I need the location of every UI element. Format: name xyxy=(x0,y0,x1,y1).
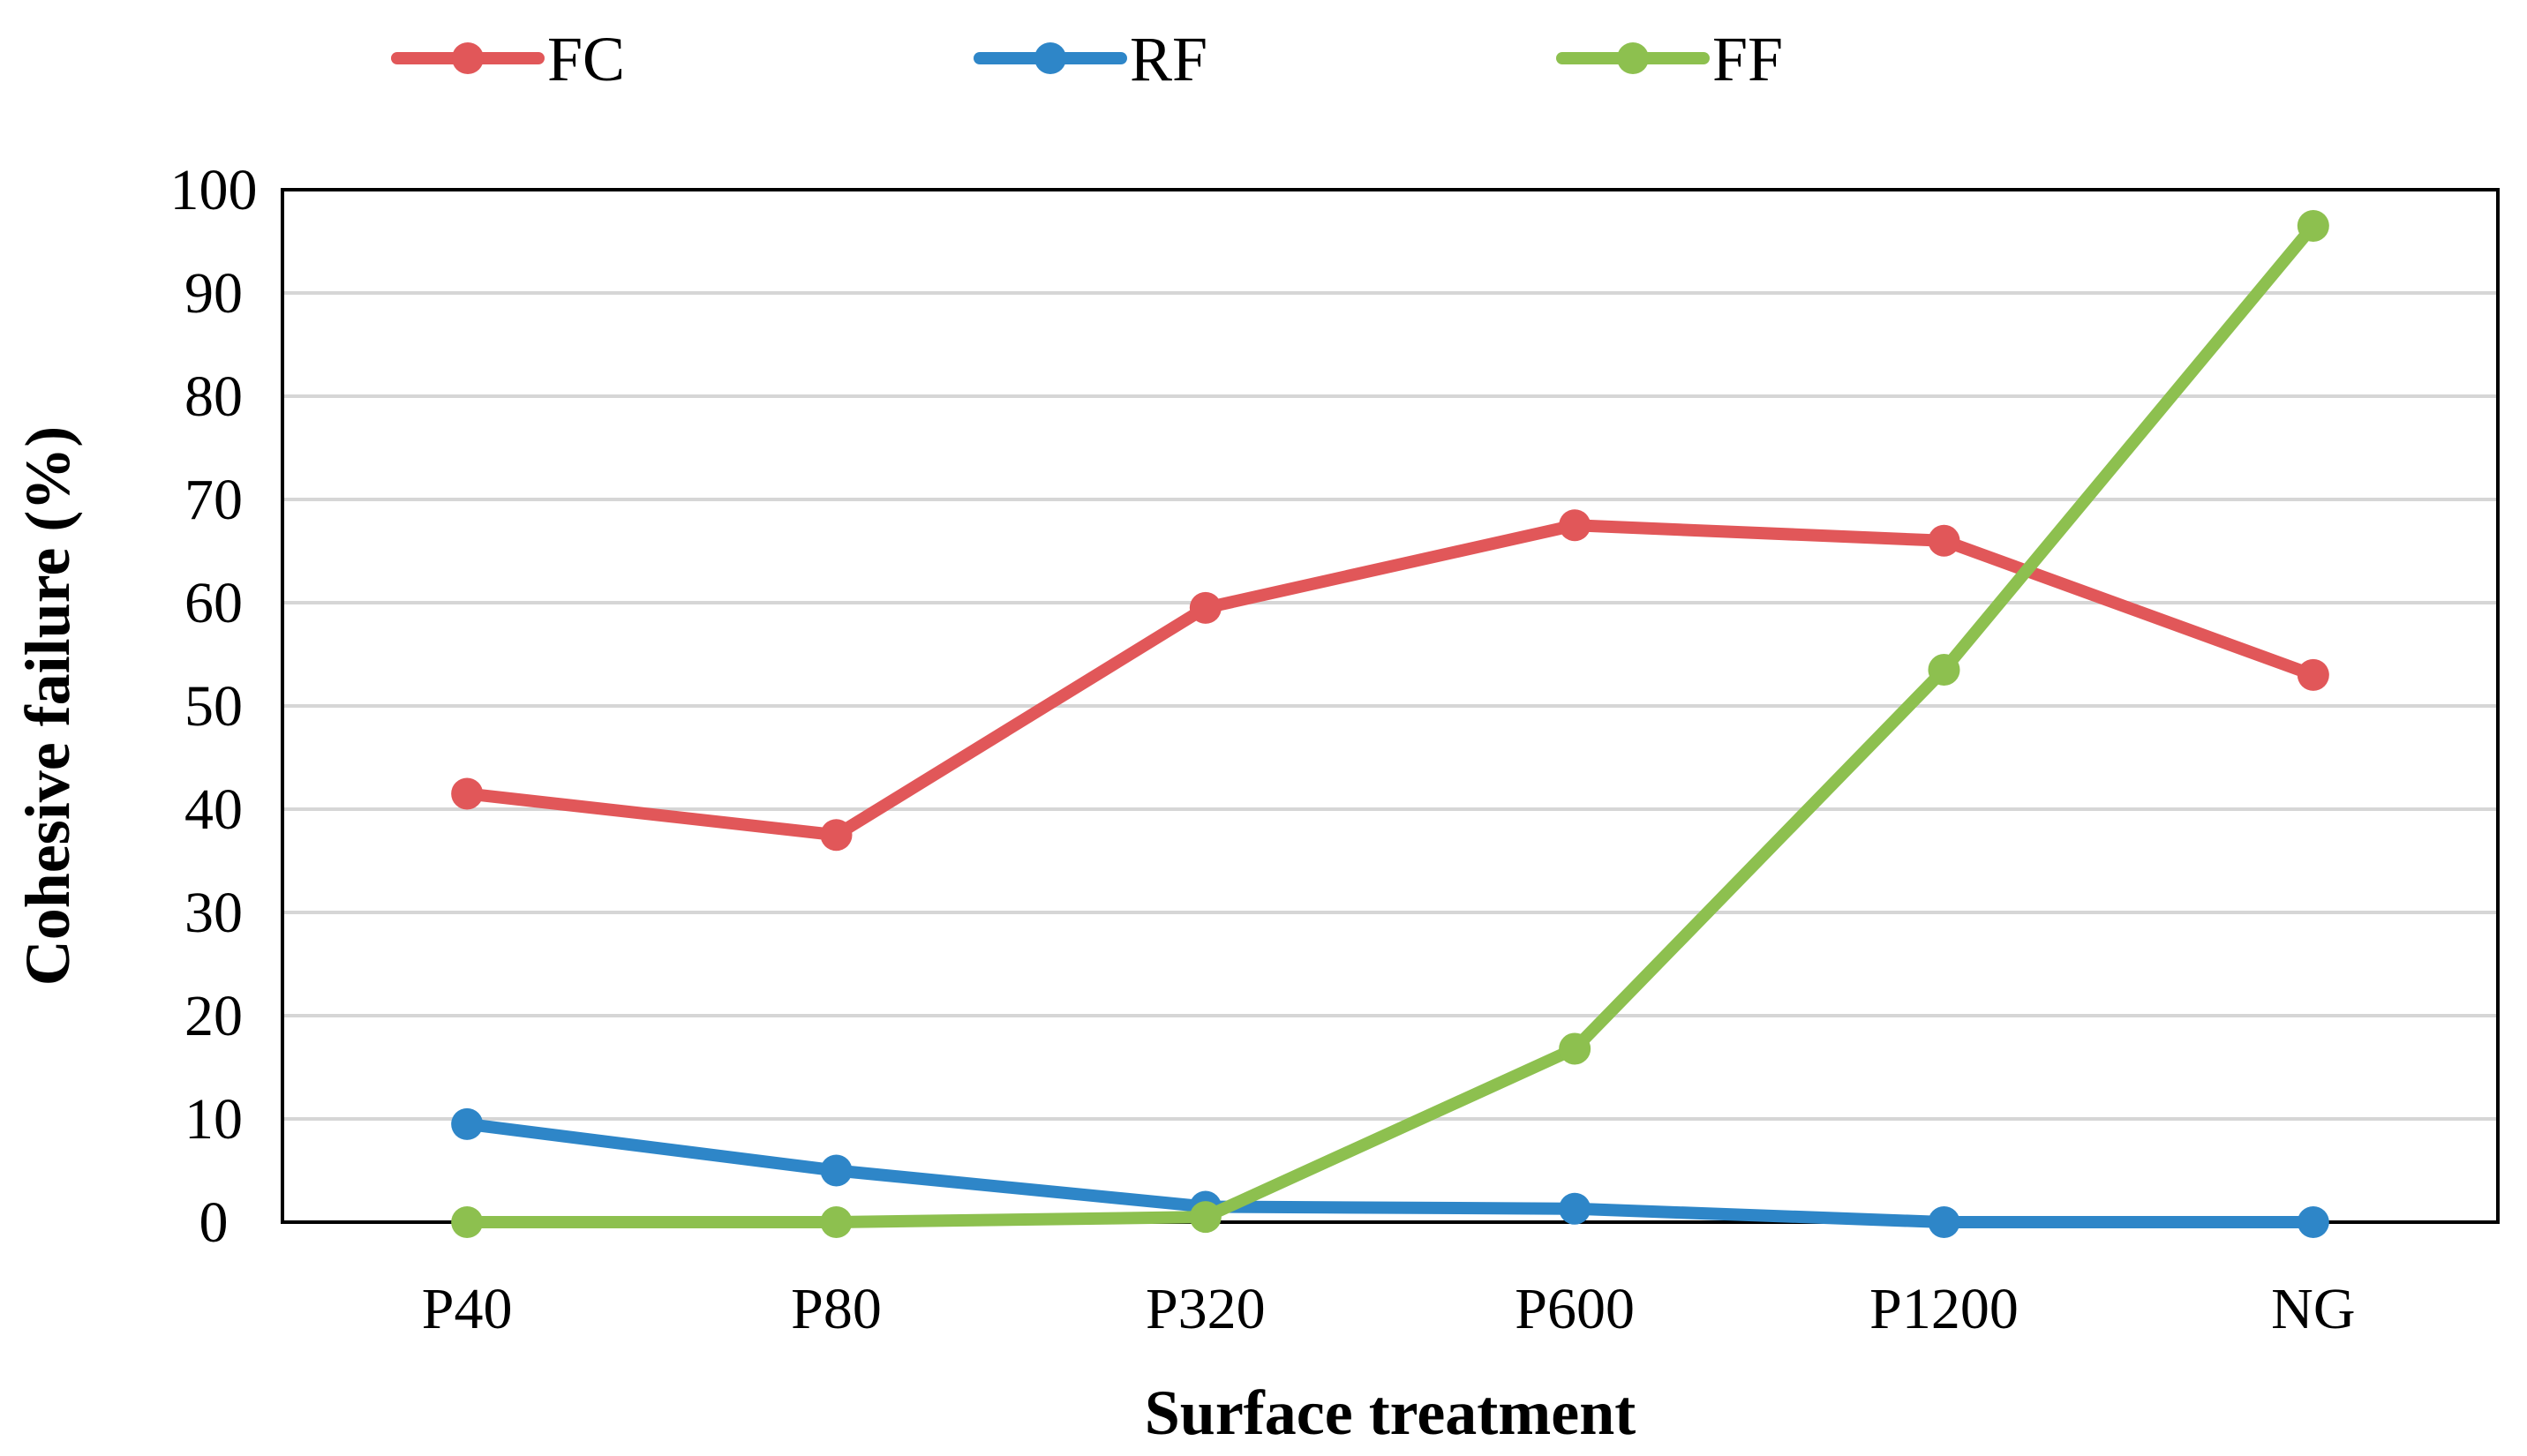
y-tick-label: 10 xyxy=(184,1087,243,1152)
y-tick-label: 30 xyxy=(184,881,243,945)
data-point-ff xyxy=(1189,1201,1222,1234)
x-tick-label: P600 xyxy=(1515,1277,1635,1341)
data-point-rf xyxy=(1559,1192,1591,1225)
series-fc xyxy=(451,509,2329,852)
x-tick-label: P1200 xyxy=(1869,1277,2019,1341)
data-point-fc xyxy=(1189,591,1222,624)
legend-item-ff: FF xyxy=(1556,24,1783,94)
data-point-ff xyxy=(451,1206,484,1238)
y-tick-label: 0 xyxy=(199,1190,229,1255)
data-point-ff xyxy=(2297,209,2329,242)
y-tick-label: 40 xyxy=(184,777,243,842)
series-ff xyxy=(451,209,2329,1238)
x-axis-title: Surface treatment xyxy=(1145,1377,1636,1448)
data-point-ff xyxy=(820,1206,853,1238)
series-line-rf xyxy=(461,1117,2320,1228)
y-tick-label: 60 xyxy=(184,571,243,635)
data-point-rf xyxy=(1928,1206,1960,1238)
data-point-rf xyxy=(2297,1206,2329,1238)
legend-label: FF xyxy=(1712,24,1783,94)
x-tick-label: P320 xyxy=(1146,1277,1266,1341)
x-tick-label: P80 xyxy=(791,1277,882,1341)
legend-marker xyxy=(452,42,484,74)
data-point-rf xyxy=(451,1107,484,1140)
data-point-fc xyxy=(820,819,853,852)
gridlines xyxy=(282,291,2498,1121)
x-tick-label: P40 xyxy=(422,1277,513,1341)
legend-marker xyxy=(1034,42,1066,74)
data-point-ff xyxy=(1928,654,1960,687)
data-point-fc xyxy=(2297,658,2329,691)
x-tick-label: NG xyxy=(2271,1277,2355,1341)
data-point-fc xyxy=(451,777,484,810)
series-rf xyxy=(451,1107,2329,1238)
y-tick-label: 90 xyxy=(184,261,243,326)
y-tick-label: 70 xyxy=(184,468,243,532)
plot-area-frame xyxy=(281,188,2500,1224)
y-axis-tick-labels: 0 10 20 30 40 50 60 70 80 90 100 xyxy=(170,158,258,1255)
legend-item-rf: RF xyxy=(974,24,1207,94)
data-point-ff xyxy=(1559,1032,1591,1065)
data-point-rf xyxy=(820,1154,853,1187)
data-point-fc xyxy=(1559,509,1591,542)
legend-label: FC xyxy=(547,24,625,94)
legend: FC RF FF xyxy=(391,24,1783,94)
x-axis-tick-labels: P40 P80 P320 P600 P1200 NG xyxy=(422,1277,2356,1341)
y-tick-label: 80 xyxy=(184,364,243,429)
data-point-fc xyxy=(1928,524,1960,557)
y-tick-label: 100 xyxy=(170,158,258,222)
series-layer xyxy=(451,209,2329,1238)
legend-label: RF xyxy=(1130,24,1207,94)
y-axis-title: Cohesive failure (%) xyxy=(12,426,83,987)
y-tick-label: 20 xyxy=(184,984,243,1048)
y-tick-label: 50 xyxy=(184,674,243,739)
series-line-ff xyxy=(461,219,2320,1228)
legend-marker xyxy=(1617,42,1649,74)
series-line-fc xyxy=(461,519,2320,842)
legend-item-fc: FC xyxy=(391,24,625,94)
